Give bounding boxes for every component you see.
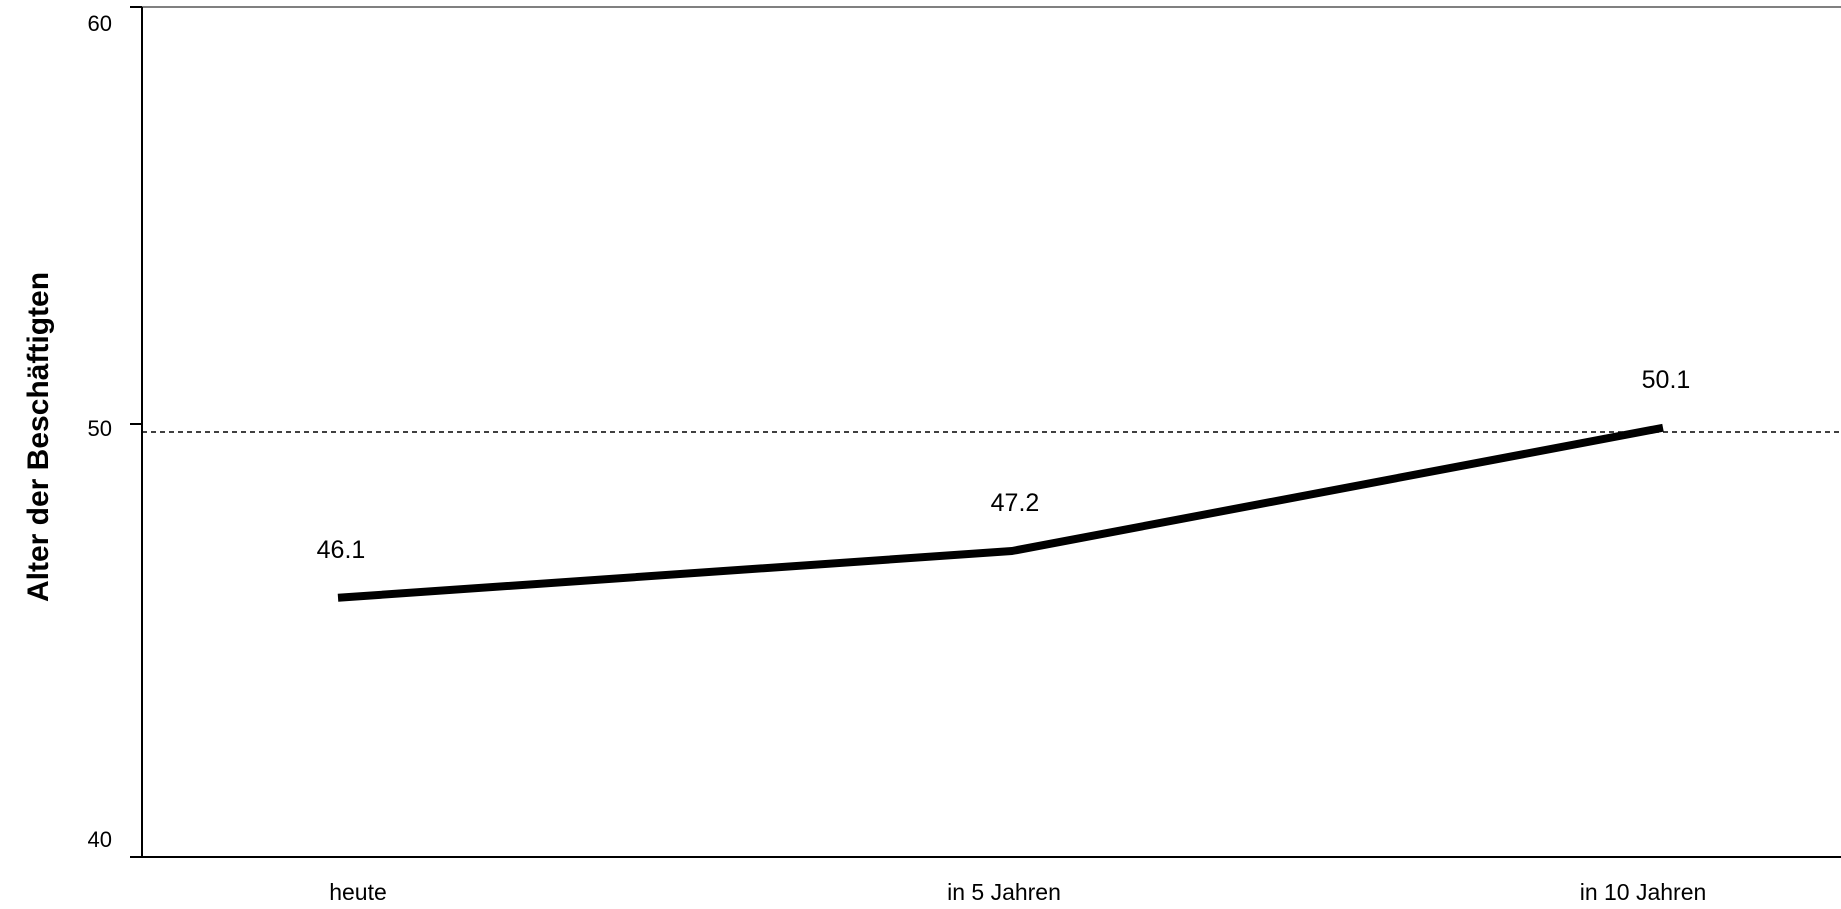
x-tick-label-in-10-jahren: in 10 Jahren bbox=[1580, 879, 1707, 905]
x-tick-label-in-5-jahren: in 5 Jahren bbox=[947, 879, 1061, 905]
data-label-in-5-jahren: 47.2 bbox=[991, 489, 1040, 517]
y-tick-label-40: 40 bbox=[88, 827, 112, 852]
data-label-in-10-jahren: 50.1 bbox=[1642, 366, 1691, 394]
data-label-heute: 46.1 bbox=[317, 536, 366, 564]
y-tick-label-60: 60 bbox=[88, 11, 112, 36]
series-line bbox=[337, 423, 1664, 602]
x-tick-label-heute: heute bbox=[329, 879, 387, 905]
y-tick-label-50: 50 bbox=[88, 416, 112, 441]
y-axis-title: Alter der Beschäftigten bbox=[22, 272, 55, 602]
